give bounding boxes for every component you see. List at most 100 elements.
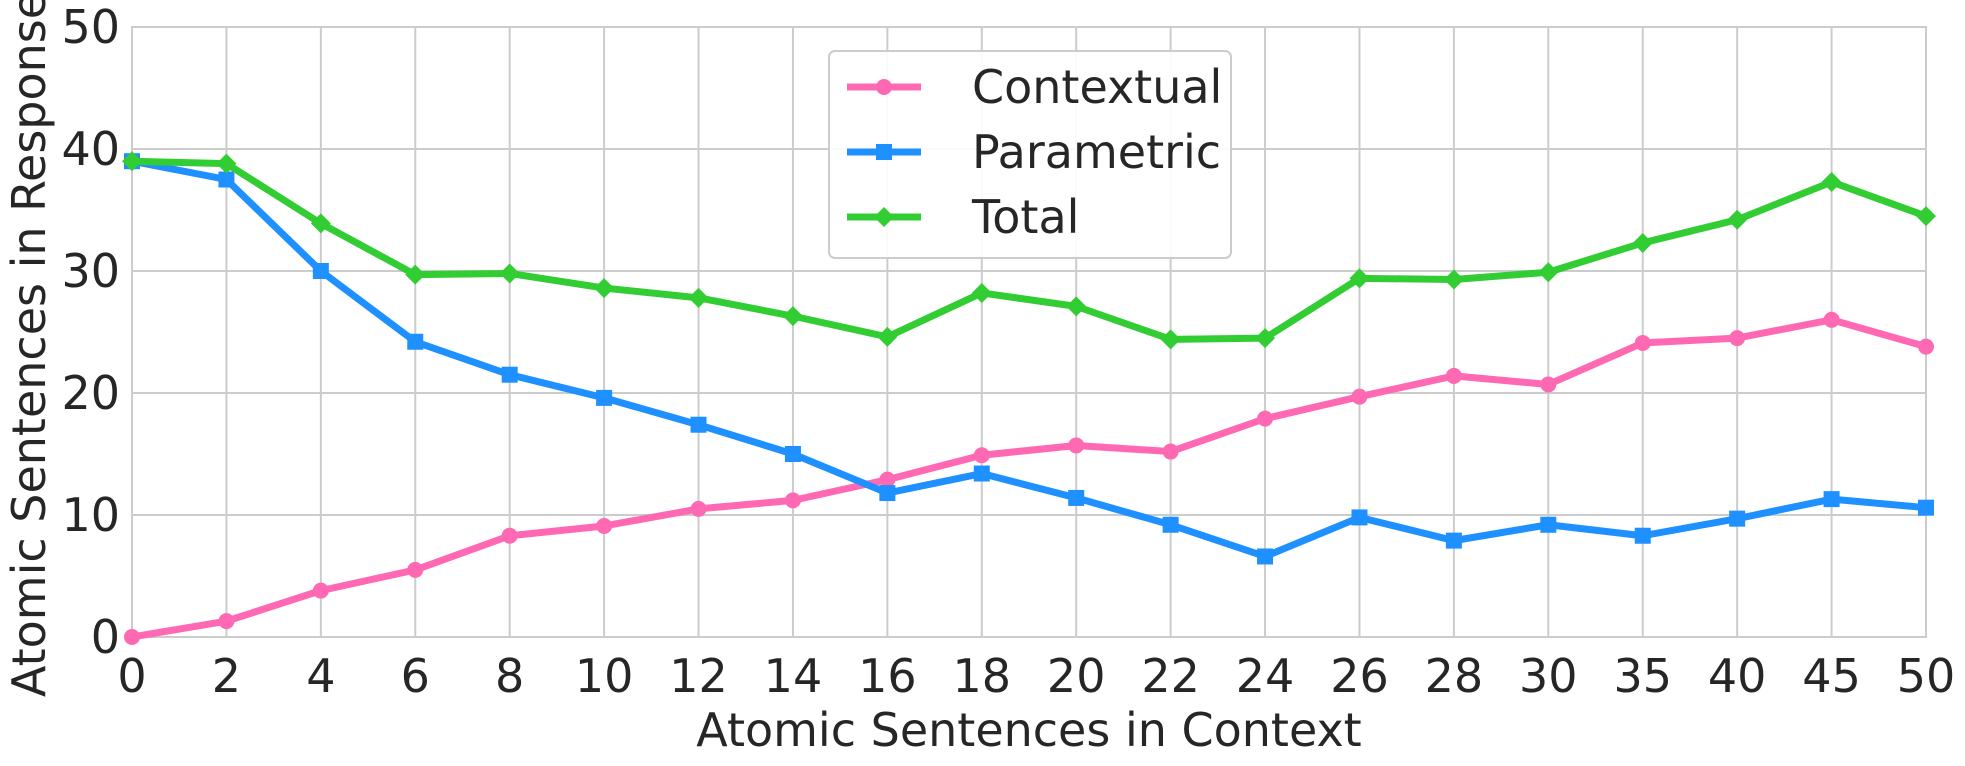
data-point [1540,376,1557,393]
x-tick-label: 2 [212,649,241,703]
series-line-parametric [128,157,1930,560]
y-tick-label: 20 [61,366,120,420]
data-point [1162,516,1179,533]
x-tick-label: 14 [764,649,823,703]
x-tick-label: 28 [1425,649,1484,703]
data-point [124,629,140,645]
data-point [407,333,424,350]
legend-entry-parametric: Parametric [847,125,1221,179]
x-tick-label: 10 [575,649,634,703]
y-tick-label: 50 [61,0,120,54]
data-point [218,613,235,630]
data-point [1257,410,1274,427]
data-point [312,263,329,279]
legend-entry-total: Total [847,190,1079,244]
x-tick-label: 16 [858,649,917,703]
data-point [971,282,992,303]
x-tick-label: 20 [1047,649,1106,703]
data-point [1068,437,1085,454]
y-axis-label: Atomic Sentences in Response [2,0,56,697]
series-line-total [128,157,1930,343]
x-tick-label: 30 [1519,649,1578,703]
data-point [122,151,142,172]
data-point [1538,262,1559,283]
data-point [405,264,426,285]
data-point [876,144,892,160]
data-point [690,416,707,433]
series-layer [122,151,1936,645]
data-point [501,527,518,544]
plot-frame [131,26,1927,638]
x-tick-label: 24 [1236,649,1295,703]
data-point [499,263,520,284]
y-tick-label: 40 [61,122,120,176]
data-point [216,153,237,174]
data-point [1349,268,1370,289]
data-point [407,561,424,578]
data-point [1445,532,1462,549]
x-axis-label: Atomic Sentences in Context [696,703,1361,757]
data-point [1918,338,1934,355]
x-tick-label: 18 [953,649,1012,703]
data-point [1634,334,1651,351]
data-point [1634,527,1651,544]
x-tick-label: 6 [401,649,430,703]
y-tick-labels: 0 10 20 30 40 50 [61,0,120,664]
legend-label: Total [971,190,1079,244]
series-contextual [124,311,1934,645]
data-point [1066,296,1087,317]
data-point [1729,330,1746,347]
x-tick-label: 22 [1141,649,1200,703]
data-point [1255,328,1276,349]
x-tick-label: 4 [306,649,335,703]
data-point [596,517,613,534]
y-tick-label: 10 [61,488,120,542]
legend-entry-contextual: Contextual [847,60,1222,114]
data-point [1823,491,1840,508]
data-point [1729,510,1746,527]
data-point [879,471,896,488]
data-point [876,79,892,95]
x-tick-label: 35 [1613,649,1672,703]
legend: Contextual Parametric Total [828,50,1232,259]
data-point [1162,443,1179,460]
data-point [1160,329,1181,350]
data-point [312,582,329,599]
data-point [1443,269,1464,290]
data-point [310,213,331,234]
data-point [782,306,803,327]
data-point [688,287,709,308]
y-tick-label: 0 [91,610,120,664]
series-parametric [124,153,1934,565]
x-tick-label: 45 [1802,649,1861,703]
x-tick-label: 8 [495,649,524,703]
data-point [1351,388,1368,405]
x-tick-label: 12 [669,649,728,703]
x-tick-label: 0 [117,649,146,703]
data-point [784,492,801,509]
data-point [879,485,896,502]
data-point [874,207,894,227]
x-tick-labels: 0 2 4 6 8 10 12 14 16 18 20 22 24 26 28 30 35 40 45 50 [117,649,1955,703]
data-point [973,465,990,482]
data-point [1540,516,1557,533]
data-point [218,171,235,188]
data-point [1821,171,1842,192]
series-line-contextual [128,316,1930,641]
data-point [1068,489,1085,506]
legend-label: Contextual [972,60,1222,114]
data-point [1632,232,1653,253]
data-point [1445,367,1462,384]
data-point [596,389,613,406]
x-tick-label: 50 [1897,649,1956,703]
x-tick-label: 26 [1330,649,1389,703]
data-point [594,278,615,299]
data-point [1916,206,1936,227]
legend-box [828,50,1232,259]
data-point [973,447,990,464]
data-point [1351,509,1368,526]
data-point [784,446,801,462]
data-point [1918,499,1934,516]
legend-label: Parametric [972,125,1221,179]
